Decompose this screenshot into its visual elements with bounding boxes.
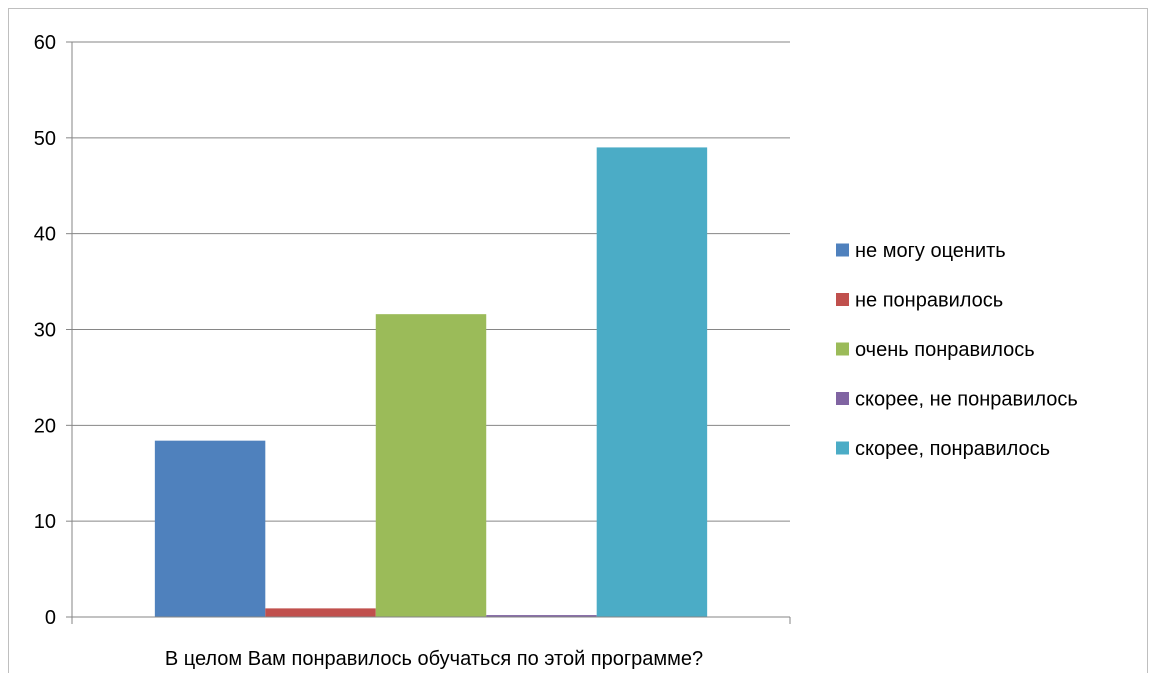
axes — [71, 42, 791, 624]
legend-swatch — [836, 342, 849, 356]
y-tick-label: 20 — [34, 415, 56, 437]
y-tick-label: 30 — [34, 320, 56, 342]
legend-label: не могу оценить — [855, 240, 1006, 262]
bar-1 — [154, 440, 266, 617]
bar-4 — [486, 615, 597, 617]
legend-label: скорее, понравилось — [855, 438, 1050, 460]
legend-swatch — [836, 392, 849, 405]
legend-label: очень понравилось — [855, 339, 1035, 361]
y-tick-label: 40 — [34, 224, 56, 246]
legend: не могу оценить не понравилось очень понра… — [836, 240, 1078, 460]
y-tick-label: 60 — [34, 32, 56, 54]
legend-swatch — [836, 293, 849, 306]
y-tick-label: 10 — [34, 511, 56, 533]
legend-swatch — [836, 243, 849, 257]
legend-label: скорее, не понравилось — [855, 389, 1078, 411]
legend-label: не понравилось — [855, 290, 1003, 312]
y-tick-label: 0 — [45, 607, 56, 629]
bar-5 — [596, 147, 708, 617]
chart-frame — [8, 8, 1148, 673]
bar-2 — [265, 608, 376, 617]
bar-3 — [375, 314, 487, 617]
y-tick-label: 50 — [34, 128, 56, 150]
y-axis-tick-labels: 0 10 20 30 40 50 60 — [34, 32, 56, 629]
bars — [154, 147, 708, 617]
category-label: В целом Вам понравилось обучаться по это… — [165, 648, 703, 670]
legend-swatch — [836, 441, 849, 455]
